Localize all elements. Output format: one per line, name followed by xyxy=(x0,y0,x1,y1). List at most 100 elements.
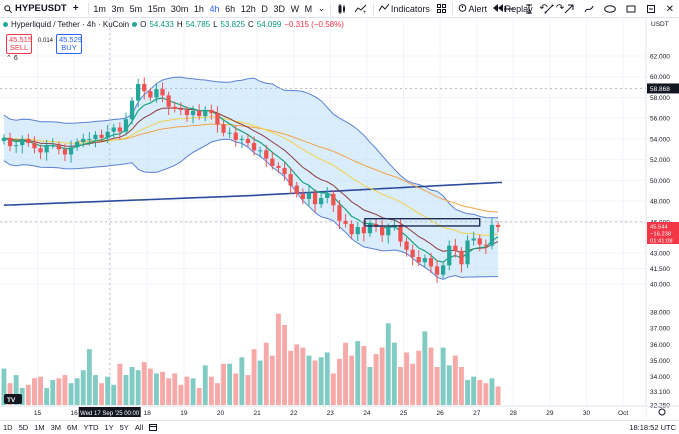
chart-canvas[interactable]: 62.000 60.000 58.000 56.000 54.000 52.000 50.0… xyxy=(0,18,679,418)
candle-28[interactable] xyxy=(172,106,177,109)
candle-41[interactable] xyxy=(251,143,257,151)
candle-72[interactable] xyxy=(441,265,446,275)
candle-19[interactable] xyxy=(117,127,122,132)
range-6m[interactable]: 6M xyxy=(67,423,78,432)
candle-10[interactable] xyxy=(62,149,68,155)
candle-78[interactable] xyxy=(477,238,482,245)
candle-81[interactable] xyxy=(495,224,501,227)
candle-23[interactable] xyxy=(142,83,147,92)
interval-12h[interactable]: 12h xyxy=(240,3,256,14)
gear-icon[interactable] xyxy=(658,408,666,416)
candle-34[interactable] xyxy=(209,109,214,113)
candle-58[interactable] xyxy=(355,227,360,235)
candle-8[interactable] xyxy=(50,145,55,147)
candle-4[interactable] xyxy=(26,138,31,144)
candle-38[interactable] xyxy=(233,132,238,140)
candle-80[interactable] xyxy=(489,224,495,246)
candle-36[interactable] xyxy=(221,124,226,133)
candle-2[interactable] xyxy=(14,145,19,147)
candle-25[interactable] xyxy=(154,89,159,98)
candle-16[interactable] xyxy=(99,134,104,138)
compare-icon[interactable]: + xyxy=(351,1,371,17)
candle-37[interactable] xyxy=(227,132,232,134)
candle-6[interactable] xyxy=(38,148,43,153)
candle-70[interactable] xyxy=(428,258,434,267)
candle-31[interactable] xyxy=(190,110,196,116)
interval-1m[interactable]: 1m xyxy=(93,3,106,14)
candle-48[interactable] xyxy=(294,185,299,194)
candle-56[interactable] xyxy=(343,220,348,224)
ellipse-icon[interactable] xyxy=(599,1,621,17)
templates-icon[interactable] xyxy=(433,1,450,17)
candle-22[interactable] xyxy=(136,83,141,101)
brush-icon[interactable] xyxy=(579,1,599,17)
candle-style-icon[interactable] xyxy=(333,1,351,17)
candle-52[interactable] xyxy=(319,197,324,205)
candle-13[interactable] xyxy=(81,138,86,143)
undo-icon[interactable]: ↶ xyxy=(539,3,548,14)
interval-1h[interactable]: 1h xyxy=(193,3,204,14)
sell-button[interactable]: 45.515 SELL xyxy=(6,34,32,54)
replay-button[interactable]: Replay xyxy=(490,1,536,17)
interval-15m[interactable]: 15m xyxy=(147,3,166,14)
collapse-indicators-button[interactable]: ⌃ 6 xyxy=(6,54,18,62)
interval-d[interactable]: D xyxy=(261,3,268,14)
candle-54[interactable] xyxy=(331,193,336,206)
interval-30m[interactable]: 30m xyxy=(170,3,189,14)
annotation-rectangle-0[interactable] xyxy=(364,218,481,227)
interval-3d[interactable]: 3D xyxy=(273,3,285,14)
candle-46[interactable] xyxy=(282,167,287,175)
candle-27[interactable] xyxy=(166,95,171,107)
alert-button[interactable]: Alert xyxy=(455,1,490,17)
candle-67[interactable] xyxy=(410,249,415,258)
candle-24[interactable] xyxy=(148,91,153,98)
candle-30[interactable] xyxy=(184,109,190,116)
interval-6h[interactable]: 6h xyxy=(225,3,236,14)
candle-1[interactable] xyxy=(7,137,13,147)
candle-26[interactable] xyxy=(160,89,165,96)
buy-button[interactable]: 45.529 BUY xyxy=(56,34,82,54)
candle-44[interactable] xyxy=(270,158,275,166)
candle-39[interactable] xyxy=(239,138,244,140)
candle-53[interactable] xyxy=(325,193,330,198)
candle-63[interactable] xyxy=(386,227,391,236)
range-1y[interactable]: 1Y xyxy=(104,423,114,432)
candle-77[interactable] xyxy=(471,238,476,241)
candle-50[interactable] xyxy=(306,192,312,200)
range-ytd[interactable]: YTD xyxy=(83,423,99,432)
candle-32[interactable] xyxy=(197,110,202,117)
currency-label[interactable]: USDT xyxy=(651,21,669,28)
candle-66[interactable] xyxy=(404,241,409,250)
candle-74[interactable] xyxy=(453,245,458,251)
candle-0[interactable] xyxy=(1,137,7,141)
interval-w[interactable]: W xyxy=(290,3,300,14)
candle-15[interactable] xyxy=(93,134,98,139)
vertical-line-icon[interactable] xyxy=(519,1,539,17)
arrow-icon[interactable] xyxy=(559,1,579,17)
candle-11[interactable] xyxy=(68,147,74,155)
interval-5m[interactable]: 5m xyxy=(129,3,143,14)
candle-9[interactable] xyxy=(56,145,61,150)
candle-79[interactable] xyxy=(483,244,488,246)
candle-12[interactable] xyxy=(75,142,80,148)
more-tools-icon[interactable] xyxy=(641,1,661,17)
candle-62[interactable] xyxy=(380,227,385,236)
candle-33[interactable] xyxy=(203,109,208,117)
candle-73[interactable] xyxy=(447,245,452,266)
range-5y[interactable]: 5Y xyxy=(119,423,129,432)
candle-65[interactable] xyxy=(398,224,403,242)
candle-3[interactable] xyxy=(20,138,25,146)
add-symbol-icon[interactable]: + xyxy=(72,3,79,14)
interval-4h[interactable]: 4h xyxy=(209,3,220,14)
candle-55[interactable] xyxy=(337,205,342,221)
range-1d[interactable]: 1D xyxy=(3,423,13,432)
candle-57[interactable] xyxy=(349,223,354,235)
candle-7[interactable] xyxy=(44,145,49,153)
candle-60[interactable] xyxy=(367,223,373,234)
candle-21[interactable] xyxy=(129,100,135,120)
candle-49[interactable] xyxy=(300,193,305,200)
candle-68[interactable] xyxy=(416,257,421,263)
close-icon[interactable]: ✕ xyxy=(665,3,674,15)
interval-3m[interactable]: 3m xyxy=(111,3,124,14)
range-all[interactable]: All xyxy=(134,423,144,432)
